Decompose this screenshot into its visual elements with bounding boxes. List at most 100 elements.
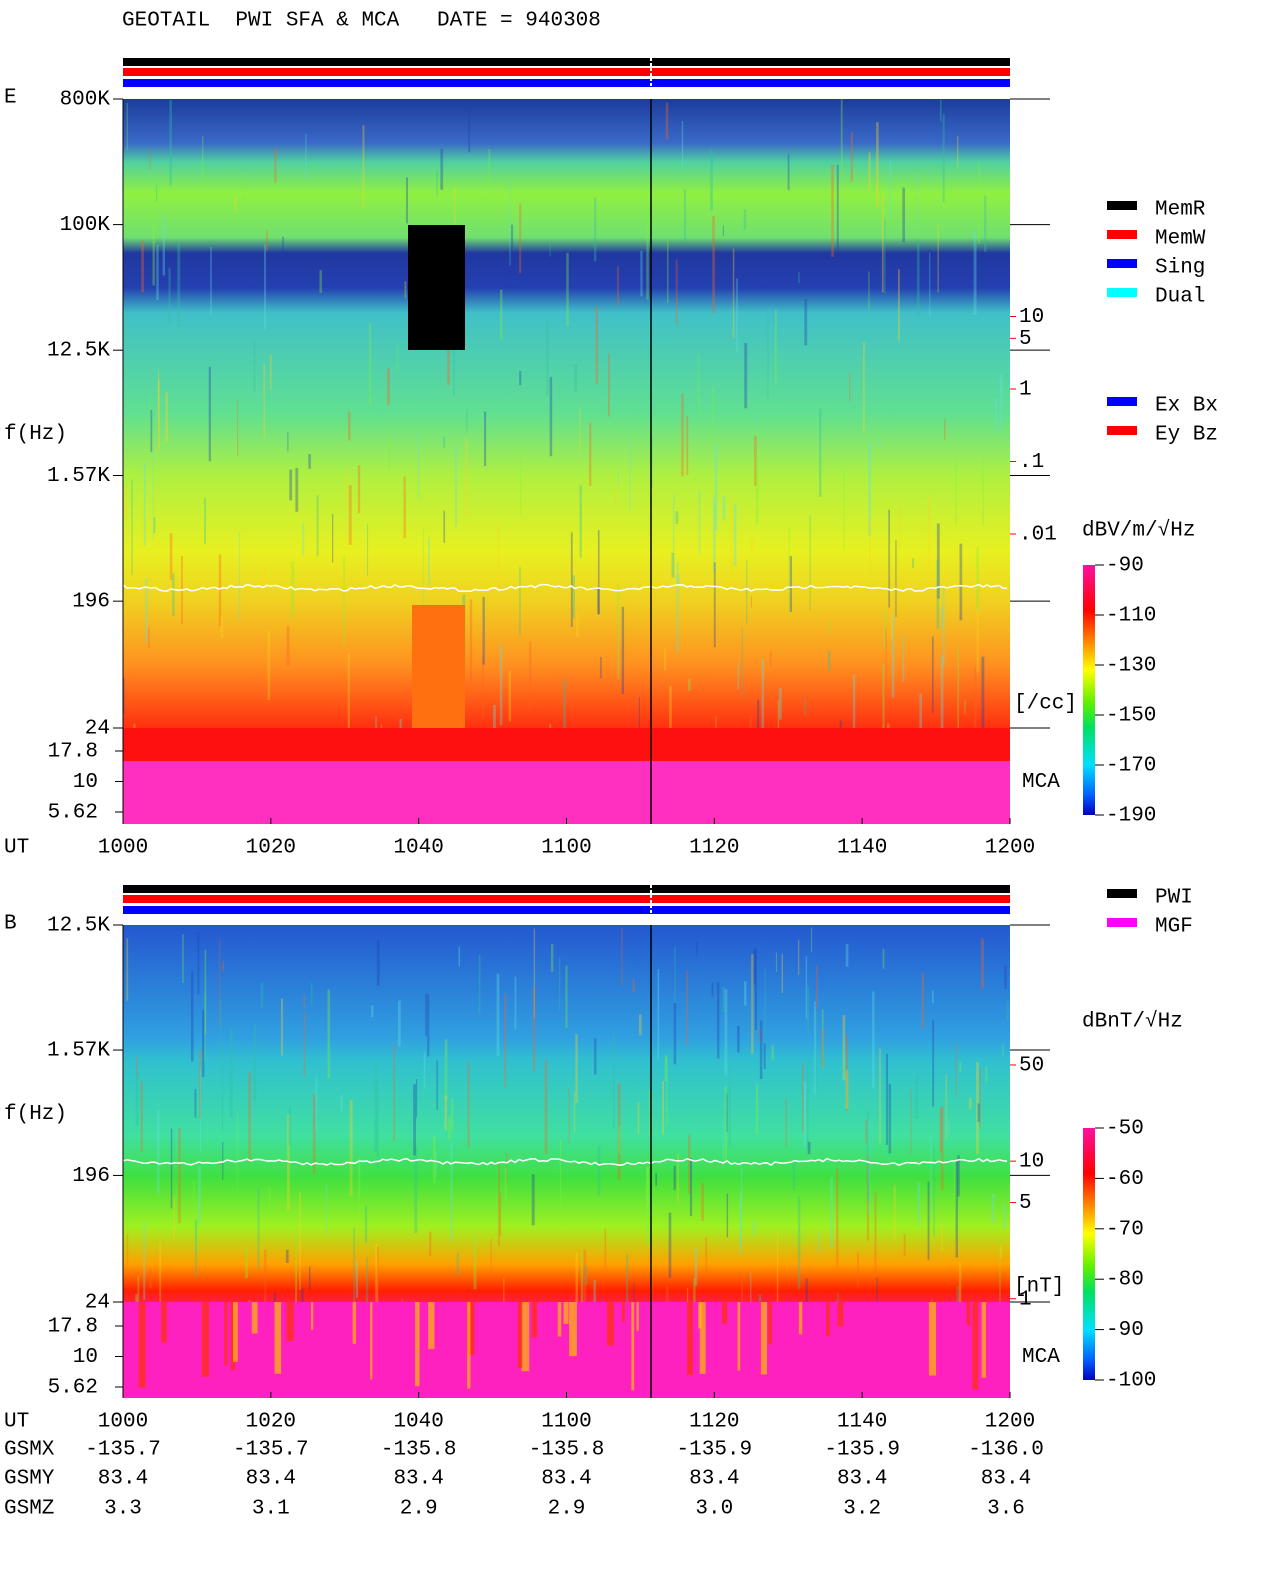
coord-value: 3.0 (695, 1498, 733, 1521)
spectrogram-texture (793, 1229, 796, 1247)
spectrogram-texture (767, 312, 769, 400)
mca-texture (760, 1302, 768, 1375)
spectrogram-texture (583, 1249, 587, 1302)
mca-texture (370, 1302, 373, 1380)
spectrogram-texture (751, 954, 754, 1054)
mca-texture (631, 1302, 635, 1391)
spectrogram-texture (136, 1055, 138, 1080)
legend-label: Dual (1155, 286, 1205, 309)
spectrogram-texture (798, 939, 800, 975)
status-bar (123, 906, 1010, 914)
spectrogram-texture (657, 969, 660, 1060)
spectrogram-texture (140, 1080, 143, 1153)
spectrogram-texture (917, 1182, 920, 1227)
spectrogram-texture (933, 1146, 935, 1237)
page-title: GEOTAIL PWI SFA & MCA DATE = 940308 (122, 10, 601, 33)
spectrogram-texture (234, 196, 237, 212)
spectrogram (123, 925, 1010, 1302)
spectrogram-texture (478, 954, 481, 1014)
spectrogram-texture (863, 342, 865, 434)
spectrogram-texture (238, 531, 241, 623)
spectrogram-texture (792, 1162, 796, 1191)
spectrogram-texture (401, 1298, 404, 1302)
spectrogram-texture (740, 1159, 743, 1247)
spectrogram-texture (686, 416, 689, 475)
spectrogram-texture (927, 495, 930, 570)
spectrogram-texture (761, 658, 764, 728)
mca-texture (737, 1302, 741, 1371)
spectrogram-texture (393, 1043, 396, 1141)
spectrogram-texture (399, 718, 402, 728)
spectrogram-texture (865, 1119, 868, 1144)
spectrogram-texture (758, 1294, 762, 1302)
spectrogram-texture (308, 1266, 311, 1290)
spectrogram-texture (327, 989, 331, 1079)
spectrogram-texture (343, 556, 345, 647)
coord-value: -135.9 (824, 1439, 900, 1462)
spectrogram-texture (236, 1113, 238, 1187)
spectrogram-texture (357, 465, 361, 514)
spectrogram-texture (885, 629, 887, 695)
spectrogram-texture (177, 243, 181, 327)
spectrogram-texture (774, 309, 777, 385)
spectrogram-texture (286, 626, 290, 667)
spectrogram-texture (910, 1088, 912, 1155)
spectrogram-texture (574, 364, 578, 392)
spectrogram-texture (842, 1015, 846, 1081)
spectrogram-texture (681, 121, 684, 169)
spectrogram-texture (686, 970, 689, 1046)
spectrogram-texture (194, 1089, 197, 1118)
spectrogram-texture (440, 148, 444, 190)
spectrogram-texture (266, 230, 268, 251)
mca-texture (837, 1302, 844, 1327)
mca-texture (699, 1302, 706, 1374)
spectrogram (123, 99, 1010, 728)
spectrogram-texture (396, 344, 398, 373)
colorbar-tick-label: -80 (1106, 1269, 1144, 1292)
spectrogram-texture (947, 1118, 950, 1135)
spectrogram-texture (365, 1257, 368, 1302)
spectrogram-texture (347, 653, 351, 728)
spectrogram-texture (985, 1065, 988, 1083)
spectrogram-texture (302, 523, 305, 556)
mca-texture (352, 1302, 356, 1344)
spectrogram-texture (674, 946, 676, 1004)
spectrogram-texture (668, 1212, 672, 1278)
spectrogram-texture (798, 272, 800, 284)
spectrogram-texture (312, 1094, 316, 1175)
spectrogram-texture (959, 1062, 962, 1073)
spectrogram-texture (169, 533, 173, 581)
spectrogram-texture (483, 195, 487, 213)
spectrogram-texture (152, 445, 154, 540)
spectrogram-texture (282, 236, 284, 259)
spectrogram-texture (484, 411, 487, 467)
legend-swatch (1107, 397, 1137, 406)
spectrogram-texture (810, 927, 813, 953)
spectrogram-texture (428, 537, 430, 586)
spectrogram-texture (785, 1097, 787, 1147)
spectrogram-texture (558, 957, 561, 1011)
x-tick-label: 1020 (246, 837, 296, 860)
spectrogram-texture (942, 588, 945, 667)
spectrogram-texture (664, 648, 667, 671)
spectrogram-texture (689, 1158, 693, 1217)
spectrogram-texture (149, 394, 151, 455)
coord-value: 83.4 (837, 1468, 887, 1491)
spectrogram-texture (757, 699, 760, 728)
spectrogram-texture (815, 1011, 817, 1090)
spectrogram-texture (868, 152, 871, 191)
spectrogram-texture (973, 230, 977, 315)
spectrogram-texture (263, 363, 265, 437)
spectrogram-texture (633, 1282, 635, 1302)
mca-texture (161, 1302, 167, 1343)
spectrogram-texture (427, 994, 430, 1057)
spectrogram-texture (589, 422, 592, 486)
mca-texture (286, 1302, 294, 1341)
spectrogram-texture (443, 436, 446, 448)
spectrogram-texture (939, 1107, 942, 1153)
spectrogram-texture (712, 215, 715, 314)
spectrogram-texture (646, 210, 649, 300)
mca-band (123, 761, 1010, 824)
spectrogram-texture (332, 513, 334, 563)
